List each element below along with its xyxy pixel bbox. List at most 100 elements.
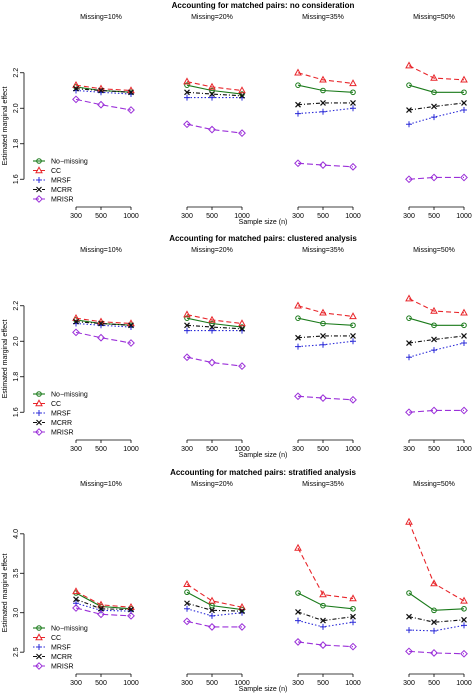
data-point (431, 103, 437, 110)
series-line (186, 602, 243, 612)
series-mrisr (183, 617, 246, 631)
data-point (431, 347, 437, 354)
data-point (320, 623, 326, 630)
data-point (209, 327, 215, 334)
x-tick-label: 300 (292, 446, 304, 453)
data-point (294, 159, 302, 168)
data-point (294, 638, 302, 646)
panel-4: Missing=50% 300 500 1000 (403, 481, 472, 687)
x-tick-label: 300 (70, 213, 82, 220)
data-point (184, 600, 190, 607)
series-line (408, 616, 465, 623)
legend-label: MCRR (51, 187, 72, 194)
data-point (128, 606, 134, 613)
x-tick-label: 1000 (234, 680, 250, 687)
data-point (320, 100, 326, 106)
data-point (208, 315, 216, 323)
data-point (209, 324, 215, 330)
panel-1: Missing=10% 300 500 1000 (70, 14, 139, 220)
legend: No−missing CC MRSF MCRR MRISR (33, 391, 88, 437)
data-point (350, 613, 356, 620)
data-point (184, 322, 190, 329)
legend-item: MRISR (33, 195, 74, 204)
x-axis: 300 500 1000 (181, 206, 250, 220)
series-line (75, 317, 132, 325)
legend-marker (35, 399, 43, 407)
panel-label: Missing=35% (302, 481, 344, 488)
series-line (75, 590, 132, 608)
y-tick-label: 3.5 (13, 568, 20, 578)
series-mrisr (405, 173, 468, 184)
x-axis-label: Sample size (n) (239, 452, 288, 459)
panel-label: Missing=10% (80, 247, 122, 254)
data-point (406, 121, 412, 128)
data-point (319, 75, 327, 83)
y-axis: 1.6 1.8 2.0 2.2 Estimated marginal effect (2, 68, 25, 184)
data-point (431, 607, 437, 614)
series-line (75, 331, 132, 344)
series-mcrr (406, 613, 467, 626)
series-nomissing (406, 315, 467, 329)
legend-label: No−missing (51, 392, 88, 399)
data-point (406, 315, 412, 321)
series-line (297, 84, 354, 93)
x-axis: 300 500 1000 (292, 673, 361, 687)
series-mcrr (295, 100, 356, 108)
legend-marker (36, 653, 42, 660)
y-tick-label: 1.6 (13, 407, 20, 417)
data-point (239, 92, 245, 99)
series-mrisr (294, 638, 357, 651)
legend-marker (35, 195, 43, 203)
data-point (295, 590, 301, 596)
legend-marker (35, 662, 43, 670)
data-point (319, 161, 327, 169)
data-point (238, 129, 246, 138)
data-point (431, 114, 437, 121)
x-tick-label: 1000 (456, 680, 472, 687)
x-tick-label: 1000 (123, 680, 139, 687)
y-tick-label: 3.0 (13, 608, 20, 618)
series-line (75, 98, 132, 111)
legend-label: MCRR (51, 654, 72, 661)
data-point (406, 354, 412, 361)
x-tick-label: 500 (428, 680, 440, 687)
series-mrisr (405, 406, 468, 417)
x-tick-label: 500 (206, 213, 218, 220)
series-line (297, 335, 353, 339)
series-nomissing (295, 315, 356, 329)
data-point (295, 82, 301, 88)
data-point (461, 100, 467, 106)
panel-label: Missing=20% (191, 247, 233, 254)
data-point (431, 619, 437, 626)
data-point (320, 341, 326, 348)
x-tick-label: 500 (95, 213, 107, 220)
series-line (297, 395, 354, 401)
x-tick-label: 300 (403, 680, 415, 687)
chart-title: Accounting for matched pairs: clustered … (169, 234, 357, 243)
chart-title: Accounting for matched pairs: stratified… (170, 468, 356, 477)
data-point (349, 642, 357, 651)
data-point (183, 120, 191, 129)
data-point (184, 82, 190, 88)
data-point (184, 315, 190, 321)
y-tick-label: 2.0 (13, 336, 20, 346)
data-point (239, 608, 245, 615)
x-tick-label: 500 (206, 446, 218, 453)
series-mrsf (406, 340, 467, 361)
series-cc (183, 580, 246, 610)
legend-label: MCRR (51, 420, 72, 427)
series-line (297, 162, 354, 168)
series-mrisr (294, 392, 357, 404)
legend-label: CC (51, 401, 61, 408)
data-point (350, 100, 356, 106)
data-point (294, 68, 302, 76)
legend-marker (35, 166, 43, 174)
series-line (186, 324, 243, 330)
legend-marker (36, 186, 42, 193)
x-tick-label: 500 (317, 680, 329, 687)
panel-label: Missing=50% (413, 14, 455, 21)
chart-2: Accounting for matched pairs: clustered … (2, 234, 472, 459)
data-point (320, 333, 326, 339)
series-nomissing (406, 590, 467, 614)
